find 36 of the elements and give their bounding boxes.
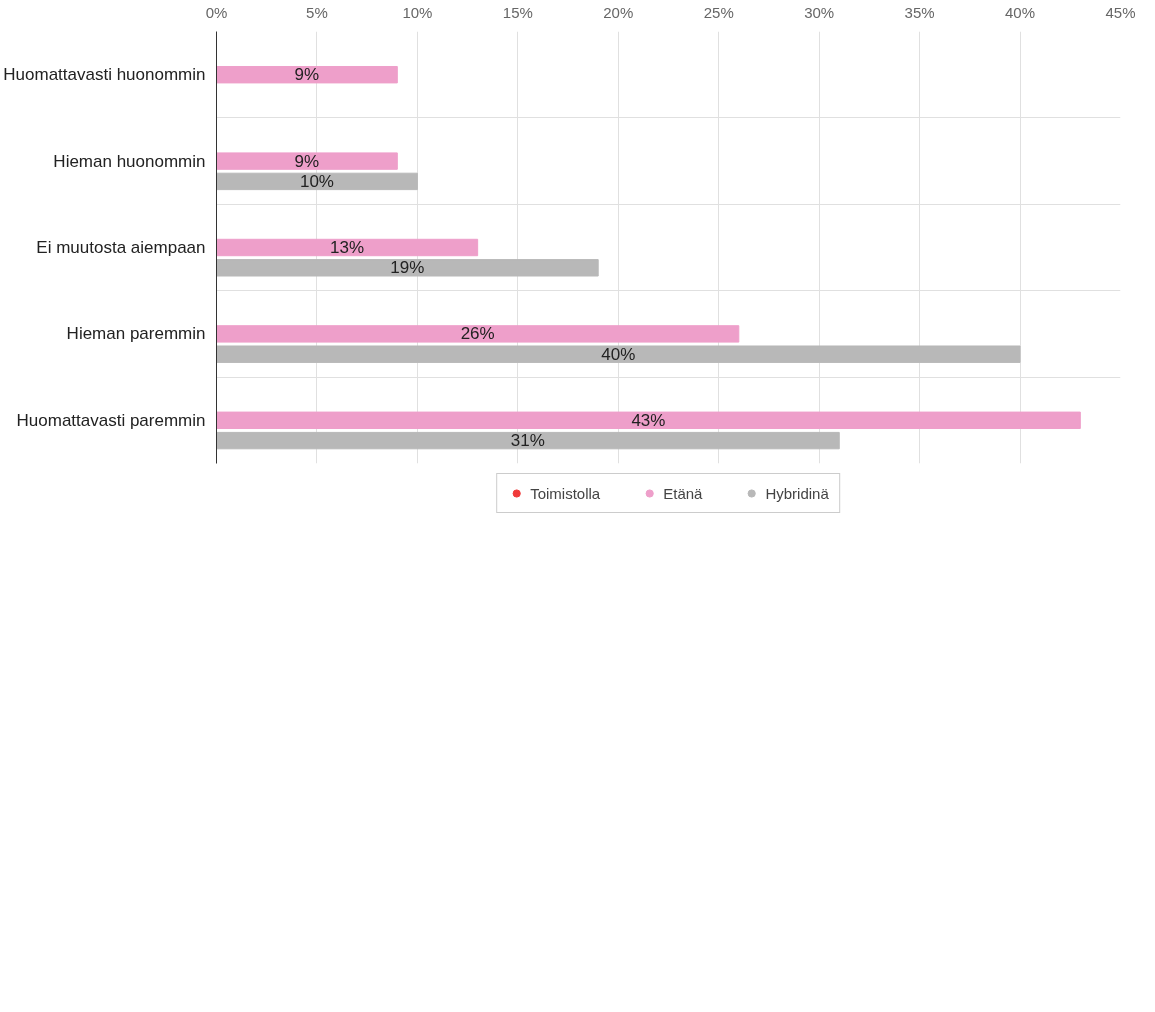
bar	[216, 238, 479, 257]
data-label: 13%	[330, 238, 365, 257]
data-label: 31%	[510, 431, 545, 451]
bar	[216, 411, 1081, 430]
x-tick-label: 5%	[306, 3, 328, 21]
bar	[216, 345, 1021, 363]
data-label: 9%	[294, 151, 320, 171]
legend-label: Hybridinä	[765, 484, 829, 502]
x-tick-label: 25%	[703, 3, 734, 21]
x-tick-label: 20%	[603, 3, 634, 21]
y-tick-label: Huomattavasti huonommin	[3, 65, 206, 85]
x-tick-label: 45%	[1105, 3, 1136, 21]
data-label: 19%	[390, 258, 425, 278]
x-tick-label: 30%	[804, 3, 835, 21]
y-tick-label: Hieman huonommin	[53, 151, 206, 171]
x-tick-label: 10%	[402, 3, 433, 21]
data-label: 43%	[631, 410, 666, 430]
bar	[216, 172, 418, 191]
legend-label: Toimistolla	[530, 484, 601, 502]
y-tick-label: Huomattavasti paremmin	[16, 410, 206, 430]
bar	[216, 152, 398, 170]
bar	[216, 325, 740, 343]
x-tick-label: 40%	[1005, 3, 1036, 21]
data-label: 10%	[299, 171, 334, 191]
x-tick-label: 0%	[205, 3, 228, 21]
bar	[216, 65, 398, 84]
bar	[216, 431, 840, 450]
x-tick-label: 35%	[904, 3, 935, 21]
data-label: 40%	[601, 344, 636, 364]
legend-label: Etänä	[663, 484, 703, 502]
y-tick-label: Ei muutosta aiempaan	[36, 238, 206, 257]
data-label: 26%	[460, 324, 495, 344]
data-label: 9%	[294, 65, 320, 85]
bar	[216, 259, 599, 277]
y-tick-label: Hieman paremmin	[66, 324, 206, 344]
x-tick-label: 15%	[502, 3, 533, 21]
